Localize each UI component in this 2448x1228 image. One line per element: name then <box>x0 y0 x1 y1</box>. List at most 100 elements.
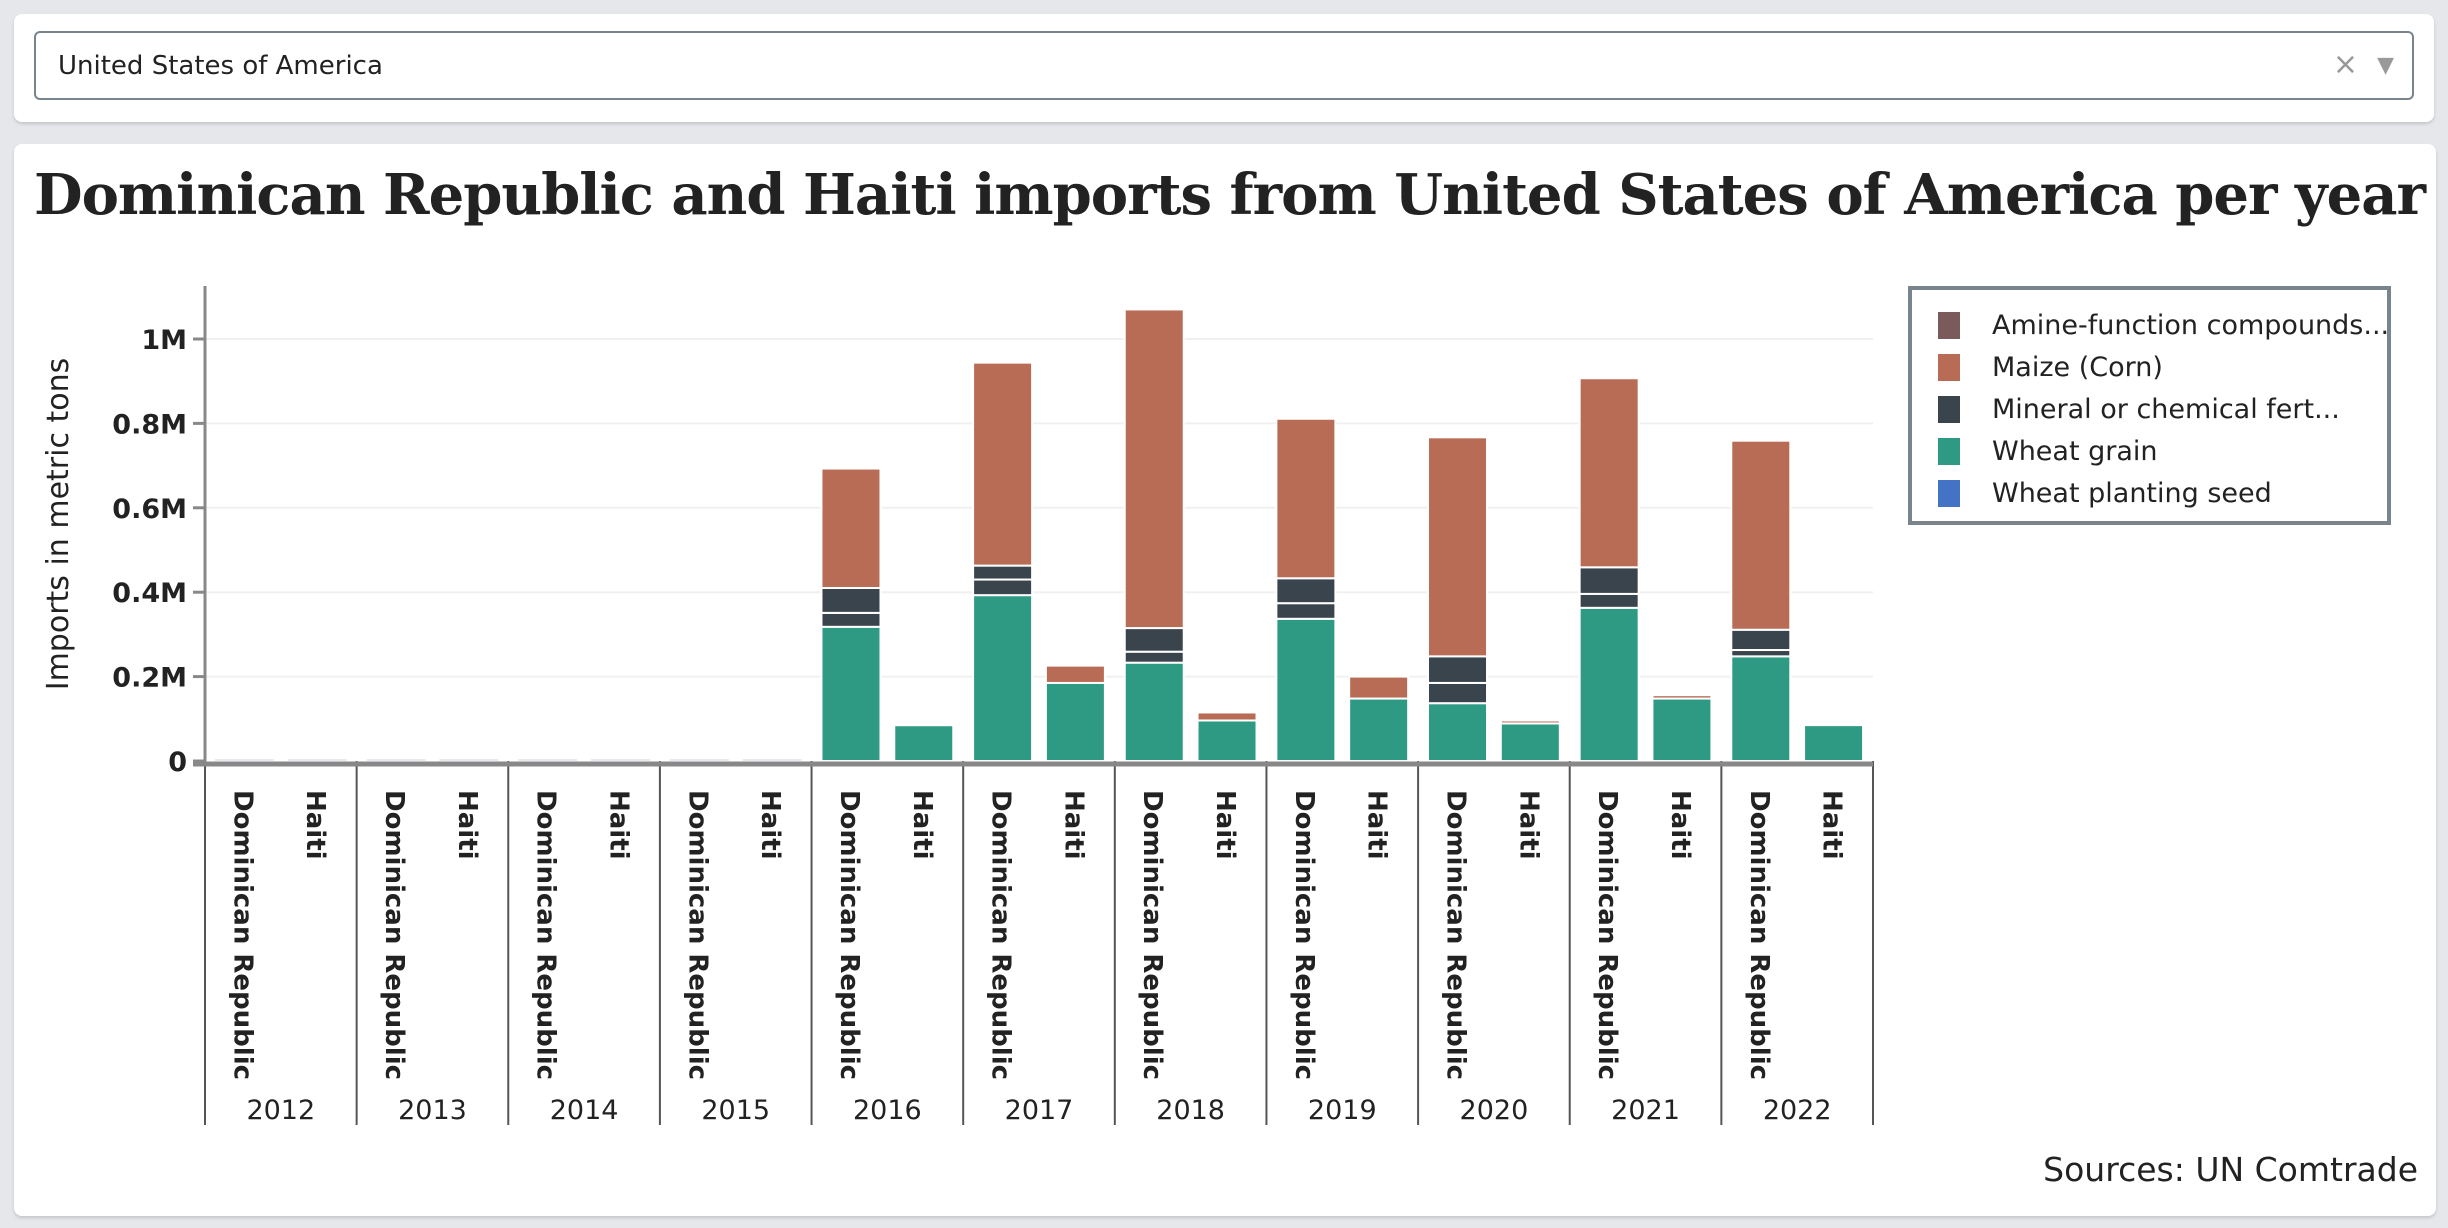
legend-item[interactable]: Wheat planting seed <box>1938 476 2272 510</box>
y-tick-label: 0 <box>168 747 187 778</box>
legend-item[interactable]: Amine-function compounds... <box>1938 308 2389 342</box>
legend-swatch <box>1938 311 1960 339</box>
legend-swatch <box>1938 353 1960 381</box>
bar-segment <box>1044 681 1106 762</box>
x-year-label: 2015 <box>701 1095 770 1126</box>
x-year-label: 2019 <box>1308 1095 1377 1126</box>
bar-empty <box>287 759 347 761</box>
bar-segment <box>1427 681 1489 705</box>
bar-empty <box>439 759 499 761</box>
close-icon[interactable]: × <box>2332 47 2358 82</box>
x-category-label: Haiti <box>1665 790 1695 860</box>
x-year-label: 2022 <box>1763 1095 1832 1126</box>
bar-segment <box>1578 606 1640 762</box>
x-year-label: 2014 <box>550 1095 619 1126</box>
legend-swatch <box>1938 395 1960 423</box>
bar-segment <box>1275 417 1337 580</box>
bar-segment <box>1427 702 1489 762</box>
x-year-label: 2017 <box>1005 1095 1074 1126</box>
bar-segment <box>972 594 1034 762</box>
x-category-label: Dominican Republic <box>834 790 864 1080</box>
bar-segment <box>820 625 882 762</box>
legend-label: Wheat planting seed <box>1992 477 2272 509</box>
bar-segment <box>1275 602 1337 620</box>
bar-segment <box>1196 719 1258 762</box>
bar-segment <box>893 722 955 727</box>
bar-empty <box>669 759 729 761</box>
x-year-label: 2018 <box>1156 1095 1225 1126</box>
country-dropdown[interactable]: United States of America × ▼ <box>34 31 2414 100</box>
x-year-label: 2021 <box>1611 1095 1680 1126</box>
bar-segment <box>1578 377 1640 569</box>
x-category-label: Dominican Republic <box>1592 790 1622 1080</box>
legend-label: Maize (Corn) <box>1992 351 2163 383</box>
bar-empty <box>742 759 802 761</box>
chevron-down-icon[interactable]: ▼ <box>2377 53 2394 78</box>
bar-segment <box>1427 655 1489 684</box>
bar-segment <box>1427 436 1489 658</box>
bar-segment <box>1044 664 1106 684</box>
x-category-label: Dominican Republic <box>1289 790 1319 1080</box>
bar-segment <box>972 361 1034 567</box>
bar-segment <box>893 724 955 763</box>
x-category-label: Haiti <box>1362 790 1392 860</box>
bar-segment <box>820 611 882 628</box>
x-category-label: Dominican Republic <box>531 790 561 1080</box>
chart-title: Dominican Republic and Haiti imports fro… <box>34 162 2426 228</box>
country-selector-card: United States of America × ▼ <box>14 14 2434 122</box>
sources-note: Sources: UN Comtrade <box>2043 1150 2418 1189</box>
bar-segment <box>1275 577 1337 605</box>
bar-empty <box>366 759 426 761</box>
bar-segment <box>820 467 882 589</box>
x-year-label: 2013 <box>398 1095 467 1126</box>
bar-segment <box>972 564 1034 581</box>
x-category-label: Haiti <box>1817 790 1847 860</box>
bar-empty <box>518 759 578 761</box>
bar-segment <box>1123 627 1185 653</box>
y-tick-label: 0.2M <box>112 663 187 694</box>
y-tick-label: 1M <box>141 325 187 356</box>
legend-item[interactable]: Mineral or chemical fert... <box>1938 392 2340 426</box>
bar-segment <box>1651 694 1713 700</box>
bar-segment <box>972 578 1034 597</box>
dropdown-value: United States of America <box>58 51 383 81</box>
x-year-label: 2012 <box>246 1095 315 1126</box>
x-year-label: 2016 <box>853 1095 922 1126</box>
legend-item[interactable]: Wheat grain <box>1938 434 2158 468</box>
bar-segment <box>1730 439 1792 631</box>
y-tick-label: 0.4M <box>112 578 187 609</box>
x-category-label: Dominican Republic <box>1137 790 1167 1080</box>
x-category-label: Haiti <box>1058 790 1088 860</box>
bar-chart: 0 0.2M 0.4M 0.6M 0.8M 1M Imports in metric ton… <box>41 286 1874 1126</box>
x-category-label: Haiti <box>1513 790 1543 860</box>
x-category-label: Dominican Republic <box>682 790 712 1080</box>
legend: Amine-function compounds... Maize (Corn) M… <box>1908 286 2391 525</box>
x-category-label: Dominican Republic <box>986 790 1016 1080</box>
x-category-label: Haiti <box>755 790 785 860</box>
y-tick-label: 0.6M <box>112 494 187 525</box>
bar-segment <box>1499 719 1561 725</box>
bar-segment <box>1578 592 1640 609</box>
x-category-label: Haiti <box>1210 790 1240 860</box>
x-category-label: Haiti <box>603 790 633 860</box>
legend-label: Amine-function compounds... <box>1992 309 2390 341</box>
legend-label: Mineral or chemical fert... <box>1992 393 2340 425</box>
bar-segment <box>1348 697 1410 763</box>
x-category-label: Dominican Republic <box>379 790 409 1080</box>
chart-card: Dominican Republic and Haiti imports fro… <box>14 144 2436 1216</box>
y-tick-label: 0.8M <box>112 409 187 440</box>
legend-swatch <box>1938 479 1960 507</box>
bar-segment <box>1803 724 1865 763</box>
bar-segment <box>1196 711 1258 722</box>
bar-segment <box>1348 675 1410 700</box>
legend-item[interactable]: Maize (Corn) <box>1938 350 2163 384</box>
bar-segment <box>1123 308 1185 630</box>
bar-segment <box>1578 566 1640 595</box>
legend-swatch <box>1938 437 1960 465</box>
bar-segment <box>1123 661 1185 763</box>
x-category-label: Haiti <box>452 790 482 860</box>
bar-segment <box>1651 697 1713 763</box>
x-category-label: Dominican Republic <box>1441 790 1471 1080</box>
bar-empty <box>214 759 274 761</box>
bar-segment <box>1123 650 1185 664</box>
